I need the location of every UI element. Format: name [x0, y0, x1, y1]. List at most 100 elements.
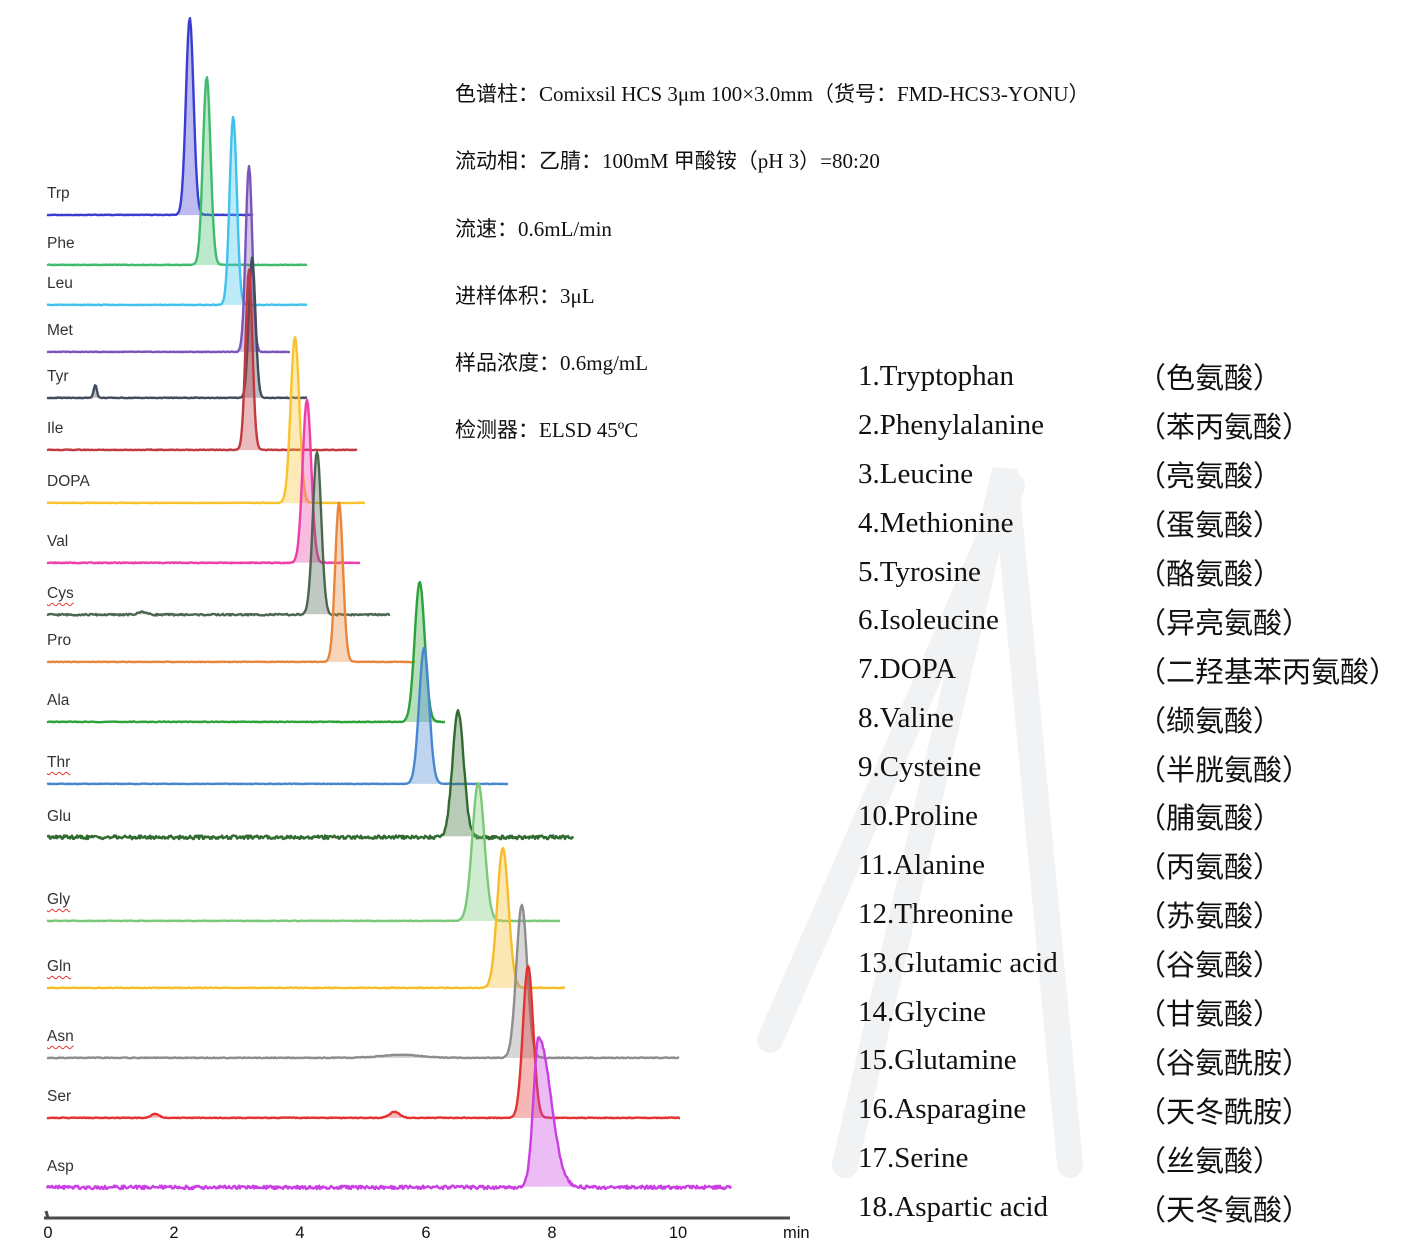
trace-label-trp: Trp	[47, 185, 70, 202]
legend-cn: （色氨酸）	[1137, 363, 1283, 396]
legend-name: 11.Alanine	[858, 848, 985, 881]
x-axis-tick-label: 0	[43, 1224, 52, 1242]
trace-label-val: Val	[47, 533, 69, 550]
condition-column: 色谱柱：Comixsil HCS 3μm 100×3.0mm（货号：FMD-HC…	[455, 82, 1090, 106]
legend-cn: （苯丙氨酸）	[1137, 412, 1312, 445]
legend-cn: （酪氨酸）	[1137, 559, 1283, 591]
conditions-block: 色谱柱：Comixsil HCS 3μm 100×3.0mm（货号：FMD-HC…	[455, 61, 1090, 465]
legend-cn: （丝氨酸）	[1137, 1145, 1283, 1178]
legend-item: 13.Glutamic acid （谷氨酸）	[858, 939, 1398, 988]
legend-name: 9.Cysteine	[858, 751, 982, 784]
trace-label-pro: Pro	[47, 632, 72, 649]
trace-asp	[45, 1036, 733, 1191]
legend-item: 9.Cysteine （半胱氨酸）	[858, 743, 1398, 792]
legend-cn: （蛋氨酸）	[1137, 510, 1283, 543]
legend-name: 15.Glutamine	[858, 1044, 1017, 1077]
trace-label-met: Met	[47, 322, 73, 339]
legend-name: 1.Tryptophan	[858, 359, 1015, 392]
legend-name: 18.Aspartic acid	[858, 1191, 1049, 1224]
legend-name: 7.DOPA	[858, 653, 957, 686]
legend-cn: （半胱氨酸）	[1137, 754, 1312, 787]
trace-trp	[46, 17, 254, 217]
x-axis-tick-label: 4	[295, 1224, 304, 1242]
trace-label-tyr: Tyr	[47, 368, 69, 385]
legend-name: 6.Isoleucine	[858, 604, 999, 637]
trace-label-gly: Gly	[47, 891, 71, 908]
legend-cn: （异亮氨酸）	[1137, 607, 1312, 640]
legend-cn: （苏氨酸）	[1137, 901, 1283, 934]
trace-pro	[46, 501, 416, 664]
legend-item: 4.Methionine （蛋氨酸）	[858, 499, 1398, 548]
trace-label-ala: Ala	[47, 692, 70, 709]
legend-name: 17.Serine	[858, 1142, 969, 1175]
trace-label-glu: Glu	[47, 808, 72, 825]
legend-cn: （丙氨酸）	[1137, 852, 1283, 885]
trace-ala	[46, 580, 446, 724]
x-axis-tick-label: 8	[547, 1224, 556, 1242]
condition-flow-rate: 流速：0.6mL/min	[455, 216, 612, 241]
x-axis-unit-label: min	[783, 1224, 810, 1242]
trace-ile	[46, 268, 358, 452]
legend-name: 13.Glutamic acid	[858, 946, 1058, 979]
x-axis-tick-label: 10	[669, 1224, 687, 1242]
legend-cn: （亮氨酸）	[1137, 461, 1283, 494]
trace-gly	[46, 781, 561, 923]
legend-item: 10.Proline （脯氨酸）	[858, 792, 1398, 841]
trace-gln	[46, 846, 566, 990]
legend-cn: （谷氨酸）	[1137, 950, 1283, 983]
trace-label-ser: Ser	[47, 1088, 72, 1105]
trace-ser	[46, 964, 681, 1120]
legend-item: 3.Leucine （亮氨酸）	[858, 450, 1398, 499]
legend-item: 7.DOPA （二羟基苯丙氨酸）	[858, 645, 1398, 694]
condition-injection-vol: 进样体积：3μL	[455, 283, 595, 308]
trace-label-asn: Asn	[47, 1028, 74, 1045]
trace-tyr	[46, 256, 308, 400]
x-axis-tick-label: 6	[421, 1224, 430, 1242]
condition-mobile-phase: 流动相：乙腈：100mM 甲酸铵（pH 3）=80:20	[455, 149, 880, 174]
trace-label-ile: Ile	[47, 420, 64, 437]
legend-item: 2.Phenylalanine （苯丙氨酸）	[858, 401, 1398, 450]
trace-phe	[46, 76, 308, 267]
trace-val	[46, 398, 361, 565]
legend-item: 14.Glycine （甘氨酸）	[858, 988, 1398, 1037]
legend-item: 17.Serine （丝氨酸）	[858, 1134, 1398, 1183]
trace-thr	[46, 646, 509, 786]
legend-name: 14.Glycine	[858, 995, 987, 1028]
trace-asn	[46, 903, 680, 1060]
x-axis-tick-label: 2	[169, 1224, 178, 1242]
condition-sample-conc: 样品浓度：0.6mg/mL	[455, 351, 649, 376]
legend-name: 10.Proline	[858, 799, 979, 832]
condition-detector: 检测器：ELSD 45ºC	[455, 418, 639, 443]
legend-item: 8.Valine （缬氨酸）	[858, 694, 1398, 743]
legend-item: 15.Glutamine （谷氨酰胺）	[858, 1036, 1398, 1085]
legend-item: 18.Aspartic acid （天冬氨酸）	[858, 1183, 1398, 1232]
legend-cn: （天冬酰胺）	[1137, 1096, 1312, 1129]
legend-cn: （脯氨酸）	[1137, 803, 1283, 836]
legend-item: 6.Isoleucine （异亮氨酸）	[858, 596, 1398, 645]
watermark	[757, 467, 1083, 1178]
trace-label-gln: Gln	[47, 958, 72, 975]
compound-legend: 1.Tryptophan （色氨酸） 2.Phenylalanine （苯丙氨酸） …	[858, 352, 1398, 1232]
legend-cn: （甘氨酸）	[1137, 999, 1283, 1032]
legend-name: 12.Threonine	[858, 897, 1014, 930]
legend-name: 8.Valine	[858, 702, 954, 735]
legend-item: 1.Tryptophan （色氨酸）	[858, 352, 1398, 401]
legend-name: 16.Asparagine	[858, 1093, 1027, 1126]
trace-label-cys: Cys	[47, 585, 74, 602]
legend-name: 4.Methionine	[858, 506, 1014, 539]
legend-item: 12.Threonine （苏氨酸）	[858, 890, 1398, 939]
trace-label-thr: Thr	[47, 754, 71, 771]
trace-label-leu: Leu	[47, 275, 73, 292]
legend-cn: （天冬氨酸）	[1137, 1194, 1312, 1227]
legend-cn: （谷氨酰胺）	[1137, 1047, 1312, 1080]
legend-name: 2.Phenylalanine	[858, 408, 1045, 441]
legend-item: 11.Alanine （丙氨酸）	[858, 841, 1398, 890]
x-axis-line	[44, 1210, 790, 1220]
trace-label-asp: Asp	[47, 1158, 74, 1175]
trace-label-dopa: DOPA	[47, 473, 90, 490]
legend-name: 3.Leucine	[858, 457, 974, 490]
trace-met	[46, 164, 291, 354]
trace-glu	[46, 709, 575, 841]
